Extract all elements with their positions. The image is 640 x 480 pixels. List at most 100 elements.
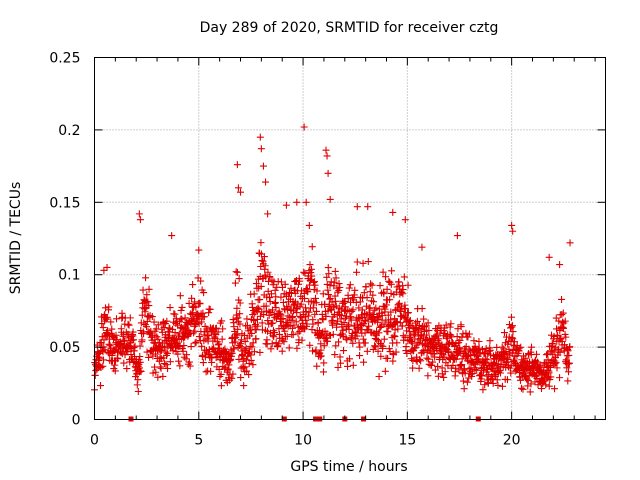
data-point xyxy=(304,288,312,296)
data-point xyxy=(556,348,564,356)
data-point xyxy=(281,327,289,335)
data-point xyxy=(460,385,468,393)
data-point xyxy=(387,308,395,316)
data-point xyxy=(399,286,407,294)
data-point xyxy=(166,358,174,366)
data-point xyxy=(468,372,476,380)
data-point xyxy=(163,317,171,325)
data-point xyxy=(98,333,106,341)
data-point xyxy=(415,364,423,372)
data-point xyxy=(178,323,186,331)
data-point xyxy=(505,345,513,353)
data-point xyxy=(126,314,134,322)
data-point xyxy=(303,320,311,328)
data-point xyxy=(323,152,331,160)
data-point xyxy=(471,365,479,373)
data-point xyxy=(234,184,242,192)
data-point xyxy=(400,273,408,281)
data-point xyxy=(211,334,219,342)
data-point xyxy=(382,273,390,281)
data-point xyxy=(375,372,383,380)
data-point xyxy=(324,264,332,272)
data-point xyxy=(351,286,359,294)
data-point xyxy=(139,286,147,294)
data-point xyxy=(313,307,321,315)
data-point xyxy=(447,331,455,339)
data-point xyxy=(311,310,319,318)
data-point xyxy=(308,347,316,355)
data-point xyxy=(294,280,302,288)
data-point xyxy=(566,239,574,247)
data-point xyxy=(508,323,516,331)
data-point xyxy=(415,321,423,329)
data-point xyxy=(252,335,260,343)
data-point xyxy=(209,326,217,334)
data-point xyxy=(134,388,142,396)
data-point xyxy=(331,267,339,275)
x-tick-label: 10 xyxy=(294,433,312,449)
data-point xyxy=(558,295,566,303)
data-point xyxy=(470,337,478,345)
data-point xyxy=(214,328,222,336)
data-point xyxy=(547,364,555,372)
data-point xyxy=(453,232,461,240)
data-point xyxy=(555,317,563,325)
data-point xyxy=(272,304,280,312)
data-point xyxy=(218,317,226,325)
data-point xyxy=(248,343,256,351)
data-point xyxy=(336,353,344,361)
data-point xyxy=(294,329,302,337)
data-point xyxy=(144,298,152,306)
data-point xyxy=(552,359,560,367)
data-point xyxy=(187,343,195,351)
data-point xyxy=(218,335,226,343)
data-point xyxy=(503,376,511,384)
data-point xyxy=(309,304,317,312)
data-point xyxy=(316,353,324,361)
data-point xyxy=(174,350,182,358)
data-point xyxy=(256,348,264,356)
data-point xyxy=(340,319,348,327)
data-point xyxy=(212,324,220,332)
data-point xyxy=(473,366,481,374)
data-point xyxy=(257,239,265,247)
chart-title: Day 289 of 2020, SRMTID for receiver czt… xyxy=(200,20,499,36)
data-point xyxy=(189,281,197,289)
data-point xyxy=(277,278,285,286)
data-point xyxy=(320,368,328,376)
data-point xyxy=(479,386,487,394)
data-point xyxy=(114,355,122,363)
data-point xyxy=(406,316,414,324)
data-point xyxy=(412,319,420,327)
data-point xyxy=(252,326,260,334)
data-point xyxy=(387,316,395,324)
data-point xyxy=(145,302,153,310)
data-point xyxy=(345,284,353,292)
data-point xyxy=(156,353,164,361)
data-point xyxy=(190,329,198,337)
y-tick-label: 0.15 xyxy=(49,195,80,211)
data-point xyxy=(137,367,145,375)
data-point xyxy=(256,133,264,141)
data-point xyxy=(447,320,455,328)
data-point xyxy=(151,339,159,347)
data-point xyxy=(547,347,555,355)
data-point xyxy=(370,298,378,306)
data-point xyxy=(292,318,300,326)
data-point xyxy=(521,354,529,362)
data-point xyxy=(308,326,316,334)
data-point xyxy=(517,343,525,351)
data-point xyxy=(268,340,276,348)
data-point xyxy=(145,285,153,293)
data-point xyxy=(431,332,439,340)
data-point xyxy=(398,322,406,330)
data-point xyxy=(558,311,566,319)
data-point xyxy=(250,348,258,356)
data-point xyxy=(384,354,392,362)
data-point xyxy=(550,333,558,341)
data-point xyxy=(236,299,244,307)
data-point xyxy=(145,353,153,361)
data-point xyxy=(224,365,232,373)
data-point xyxy=(136,342,144,350)
data-point xyxy=(547,373,555,381)
